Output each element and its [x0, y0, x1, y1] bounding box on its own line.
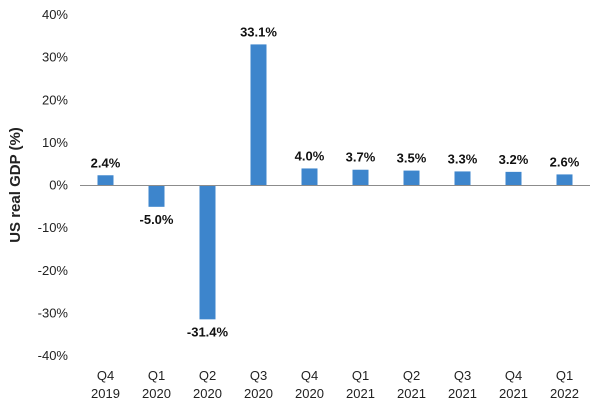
data-label: 3.2%	[499, 152, 529, 167]
y-tick-label: -20%	[38, 263, 69, 278]
x-tick-label-year: 2020	[295, 386, 324, 401]
bar	[250, 44, 267, 186]
x-tick-label-quarter: Q2	[403, 368, 420, 383]
x-tick-label-quarter: Q2	[199, 368, 216, 383]
data-label: -31.4%	[187, 324, 229, 339]
data-label: 2.6%	[550, 154, 580, 169]
x-tick-label-quarter: Q1	[148, 368, 165, 383]
x-tick-label-quarter: Q3	[454, 368, 471, 383]
data-label: 3.3%	[448, 151, 478, 166]
x-tick-label-quarter: Q1	[556, 368, 573, 383]
x-tick-label-year: 2021	[499, 386, 528, 401]
bar	[505, 171, 522, 186]
bar	[148, 185, 165, 207]
bar	[97, 175, 114, 186]
data-label: 3.7%	[346, 150, 376, 165]
x-tick-label-year: 2022	[550, 386, 579, 401]
x-tick-label-year: 2020	[193, 386, 222, 401]
x-tick-label-year: 2020	[142, 386, 171, 401]
bar	[352, 169, 369, 186]
y-tick-label: 30%	[42, 50, 68, 65]
y-tick-label: 0%	[49, 178, 68, 193]
x-tick-label-quarter: Q4	[505, 368, 522, 383]
x-tick-label-year: 2019	[91, 386, 120, 401]
x-tick-label-year: 2021	[448, 386, 477, 401]
y-tick-label: 10%	[42, 135, 68, 150]
x-tick-label-year: 2021	[397, 386, 426, 401]
data-label: 33.1%	[240, 24, 277, 39]
bar	[199, 185, 216, 320]
data-label: 4.0%	[295, 148, 325, 163]
y-tick-label: 40%	[42, 7, 68, 22]
bar	[403, 170, 420, 186]
x-tick-label-quarter: Q4	[97, 368, 114, 383]
x-tick-label-quarter: Q1	[352, 368, 369, 383]
x-tick-label-year: 2020	[244, 386, 273, 401]
y-tick-label: 20%	[42, 92, 68, 107]
y-tick-label: -10%	[38, 220, 69, 235]
bar	[301, 168, 318, 186]
bar	[454, 171, 471, 186]
data-label: -5.0%	[140, 212, 174, 227]
y-tick-label: -40%	[38, 348, 69, 363]
y-axis-title: US real GDP (%)	[7, 127, 24, 243]
bar	[556, 174, 573, 186]
x-tick-label-quarter: Q4	[301, 368, 318, 383]
data-label: 3.5%	[397, 151, 427, 166]
x-tick-label-quarter: Q3	[250, 368, 267, 383]
y-tick-label: -30%	[38, 305, 69, 320]
data-label: 2.4%	[91, 155, 121, 170]
x-tick-label-year: 2021	[346, 386, 375, 401]
